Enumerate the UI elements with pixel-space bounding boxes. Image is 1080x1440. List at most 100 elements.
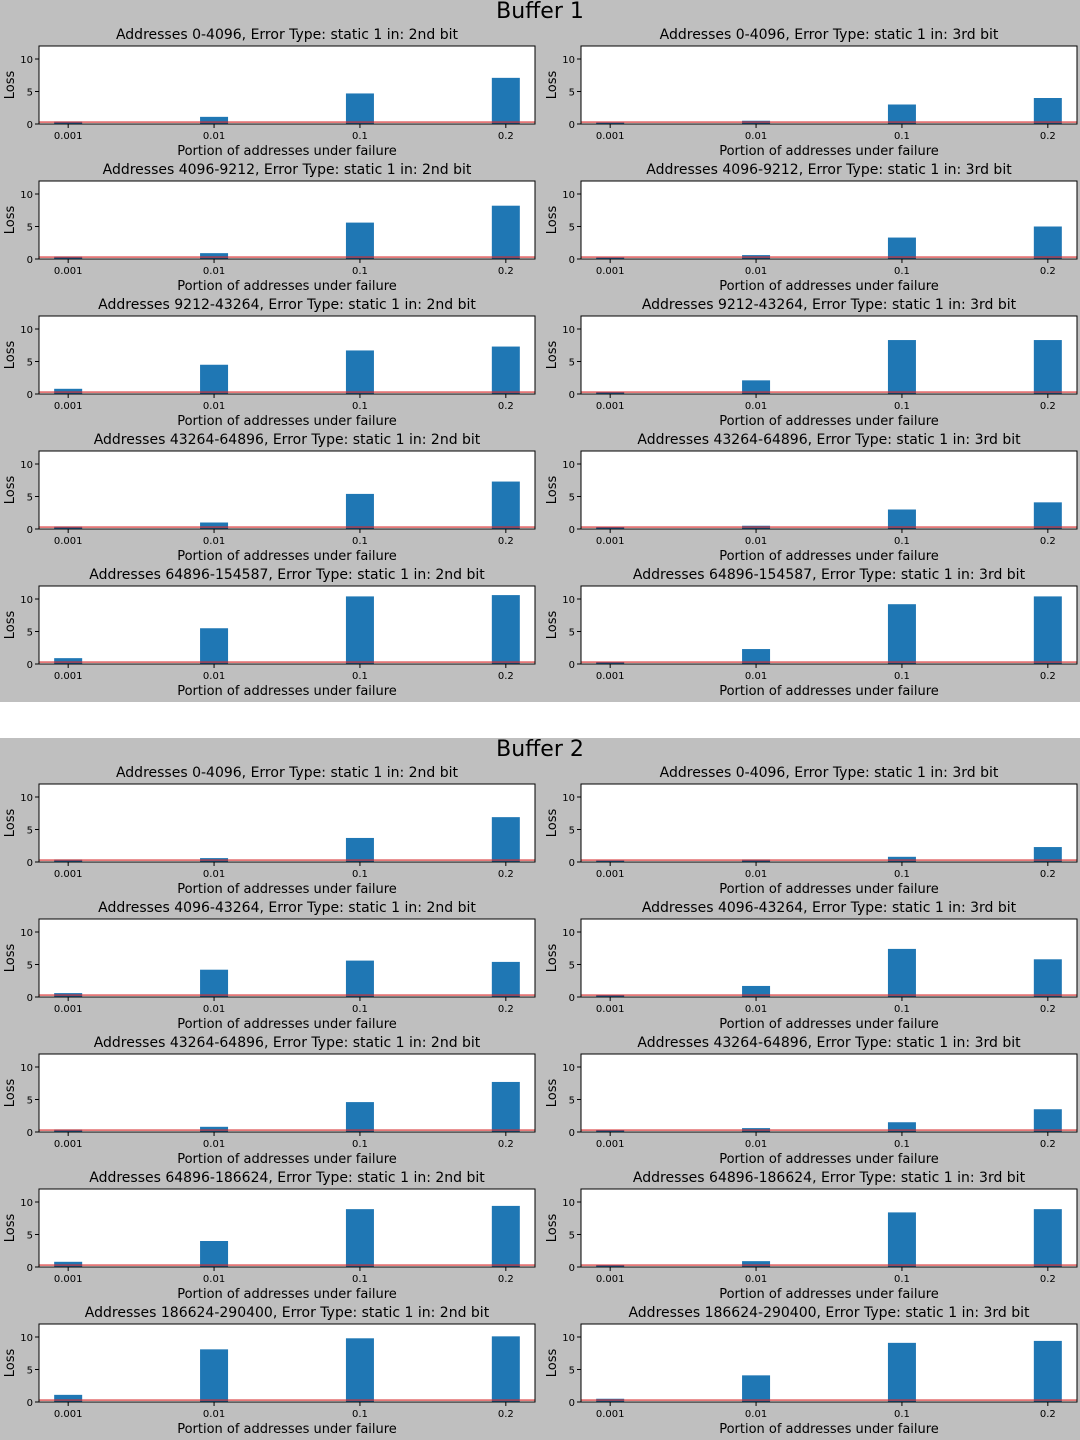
x-tick-label: 0.2 <box>1040 536 1056 547</box>
axes-frame <box>38 180 536 260</box>
subplot: Addresses 64896-186624, Error Type: stat… <box>542 1143 1080 1302</box>
axes-frame <box>580 180 1078 260</box>
y-axis-label: Loss <box>3 476 18 505</box>
y-tick-label: 5 <box>27 1231 33 1242</box>
x-tick-label: 0.01 <box>745 401 767 412</box>
bar <box>596 257 625 259</box>
axes-frame <box>580 450 1078 530</box>
x-tick-label: 0.2 <box>498 266 514 277</box>
y-tick-label: 0 <box>27 525 33 536</box>
x-axis-label: Portion of addresses under failure <box>177 882 397 897</box>
bar-chart: 0 5 10 0.001 0.01 0.1 0.2 Portion of addresses … <box>3 315 536 429</box>
bar-chart: 0 5 10 0.001 0.01 0.1 0.2 Portion of addresses … <box>3 1188 536 1302</box>
y-tick-label: 10 <box>20 928 33 939</box>
bar <box>1033 1340 1062 1402</box>
bar <box>491 205 520 259</box>
subplot: Addresses 4096-9212, Error Type: static … <box>0 135 540 294</box>
x-axis-label: Portion of addresses under failure <box>177 144 397 159</box>
y-tick-label: 10 <box>562 928 575 939</box>
y-axis-label: Loss <box>545 1349 560 1378</box>
bar <box>742 985 771 997</box>
y-tick-label: 0 <box>27 120 33 131</box>
x-tick-label: 0.001 <box>596 1139 625 1150</box>
x-tick-label: 0.2 <box>1040 1409 1056 1420</box>
axes-frame <box>38 585 536 665</box>
bar <box>200 1349 229 1402</box>
x-tick-label: 0.2 <box>1040 671 1056 682</box>
y-tick-label: 5 <box>27 1366 33 1377</box>
x-axis-label: Portion of addresses under failure <box>719 144 939 159</box>
bar <box>345 837 374 862</box>
y-axis-label: Loss <box>3 206 18 235</box>
bar-chart: 0 5 10 0.001 0.01 0.1 0.2 Portion of addresses … <box>545 450 1078 564</box>
x-tick-label: 0.2 <box>1040 266 1056 277</box>
x-tick-label: 0.001 <box>54 671 83 682</box>
x-axis-label: Portion of addresses under failure <box>177 684 397 699</box>
bar <box>200 628 229 664</box>
axes-frame <box>580 783 1078 863</box>
y-tick-label: 5 <box>27 1096 33 1107</box>
plot-area <box>39 784 535 862</box>
y-tick-label: 5 <box>27 493 33 504</box>
x-tick-label: 0.2 <box>498 1139 514 1150</box>
bar-chart: 0 5 10 0.001 0.01 0.1 0.2 Portion of addresses … <box>3 783 536 897</box>
x-tick-label: 0.001 <box>54 869 83 880</box>
y-tick-label: 0 <box>27 993 33 1004</box>
axes-frame <box>580 918 1078 998</box>
subplot: Addresses 4096-43264, Error Type: static… <box>542 873 1080 1032</box>
x-tick-label: 0.01 <box>203 401 225 412</box>
bar <box>345 1102 374 1132</box>
y-tick-label: 10 <box>20 793 33 804</box>
y-tick-label: 10 <box>562 460 575 471</box>
bar <box>54 526 83 529</box>
x-tick-label: 0.2 <box>498 1409 514 1420</box>
subplot-title: Addresses 4096-9212, Error Type: static … <box>646 162 1012 178</box>
bar <box>54 658 83 664</box>
y-axis-label: Loss <box>3 611 18 640</box>
y-axis-label: Loss <box>545 341 560 370</box>
plot-area <box>39 1324 535 1402</box>
y-tick-label: 0 <box>27 255 33 266</box>
x-axis-label: Portion of addresses under failure <box>177 549 397 564</box>
x-axis-label: Portion of addresses under failure <box>719 1287 939 1302</box>
y-tick-label: 10 <box>20 55 33 66</box>
subplot: Addresses 64896-186624, Error Type: stat… <box>0 1143 540 1302</box>
plot-area <box>581 1054 1077 1132</box>
bar-chart: 0 5 10 0.001 0.01 0.1 0.2 Portion of addresses … <box>3 918 536 1032</box>
bar <box>596 1130 625 1132</box>
subplot: Addresses 4096-9212, Error Type: static … <box>542 135 1080 294</box>
subplot-title: Addresses 64896-186624, Error Type: stat… <box>89 1170 485 1186</box>
x-tick-label: 0.1 <box>894 266 910 277</box>
y-axis-label: Loss <box>3 341 18 370</box>
x-tick-label: 0.2 <box>1040 401 1056 412</box>
plot-area <box>581 451 1077 529</box>
y-tick-label: 5 <box>569 493 575 504</box>
plot-area <box>39 46 535 124</box>
bar <box>54 388 83 394</box>
x-tick-label: 0.001 <box>596 869 625 880</box>
bar <box>596 662 625 664</box>
y-tick-label: 0 <box>569 660 575 671</box>
plot-area <box>39 1054 535 1132</box>
y-tick-label: 10 <box>562 1198 575 1209</box>
x-tick-label: 0.01 <box>745 1409 767 1420</box>
y-tick-label: 10 <box>562 325 575 336</box>
bar <box>596 995 625 997</box>
y-tick-label: 10 <box>562 190 575 201</box>
subplot-title: Addresses 43264-64896, Error Type: stati… <box>637 1035 1021 1051</box>
x-tick-label: 0.1 <box>894 1274 910 1285</box>
x-axis-label: Portion of addresses under failure <box>719 279 939 294</box>
plot-area <box>581 919 1077 997</box>
x-tick-label: 0.1 <box>352 1409 368 1420</box>
y-tick-label: 5 <box>569 358 575 369</box>
x-tick-label: 0.001 <box>596 1409 625 1420</box>
bar <box>742 859 771 862</box>
bar <box>887 948 916 997</box>
x-tick-label: 0.001 <box>54 1274 83 1285</box>
y-axis-label: Loss <box>545 611 560 640</box>
x-tick-label: 0.001 <box>596 266 625 277</box>
x-axis-label: Portion of addresses under failure <box>177 1152 397 1167</box>
x-tick-label: 0.1 <box>352 401 368 412</box>
x-tick-label: 0.01 <box>745 536 767 547</box>
bar <box>1033 226 1062 259</box>
